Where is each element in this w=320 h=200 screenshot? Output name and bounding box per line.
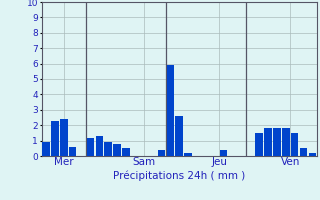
X-axis label: Précipitations 24h ( mm ): Précipitations 24h ( mm ) bbox=[113, 170, 245, 181]
Bar bbox=[158, 150, 165, 156]
Bar bbox=[282, 128, 290, 156]
Bar bbox=[291, 133, 298, 156]
Bar bbox=[166, 65, 174, 156]
Bar bbox=[308, 153, 316, 156]
Bar bbox=[175, 116, 183, 156]
Bar bbox=[255, 133, 263, 156]
Bar bbox=[96, 136, 103, 156]
Bar bbox=[122, 148, 130, 156]
Bar bbox=[60, 119, 68, 156]
Bar bbox=[113, 144, 121, 156]
Bar bbox=[264, 128, 272, 156]
Bar bbox=[51, 121, 59, 156]
Bar bbox=[104, 142, 112, 156]
Bar bbox=[273, 128, 281, 156]
Bar bbox=[300, 148, 307, 156]
Bar bbox=[87, 138, 94, 156]
Bar bbox=[220, 150, 227, 156]
Bar bbox=[184, 153, 192, 156]
Bar bbox=[42, 142, 50, 156]
Bar bbox=[69, 147, 76, 156]
